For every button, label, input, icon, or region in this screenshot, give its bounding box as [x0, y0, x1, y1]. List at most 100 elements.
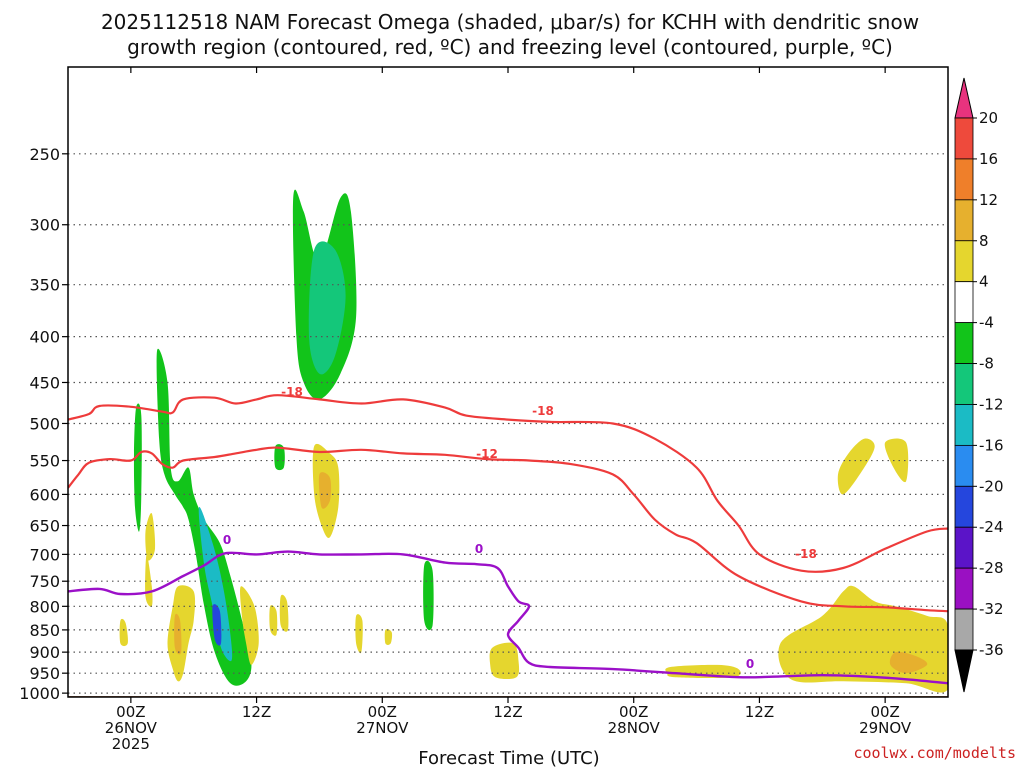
contour-layer: [68, 394, 948, 685]
colorbar-box-4: [954, 281, 974, 324]
colorbar-box-2: [954, 199, 974, 242]
omega-region-20: [489, 642, 520, 680]
colorbar-label-10: -24: [979, 518, 1004, 536]
colorbar-label-4: 4: [979, 273, 989, 291]
y-tick-label-800: 800: [29, 597, 60, 616]
x-tick-label-2-1: 27NOV: [356, 719, 409, 737]
colorbar-box-7: [954, 404, 974, 446]
colorbar-label-6: -8: [979, 355, 994, 373]
x-tick-label-6-0: 00Z: [870, 703, 899, 721]
colorbar-label-7: -12: [979, 395, 1004, 413]
y-tick-label-1000: 1000: [19, 684, 60, 703]
colorbar-label-11: -28: [979, 559, 1004, 577]
y-axis: 250 300 350 400 450 500 550 600 650 700 750 800 850 9…: [19, 145, 68, 703]
x-tick-label-6-1: 29NOV: [859, 719, 912, 737]
omega-region-23: [889, 651, 928, 674]
red-contour--12: [68, 446, 948, 613]
colorbar-label-8: -16: [979, 436, 1004, 454]
colorbar-box-9: [954, 485, 974, 528]
y-tick-label-650: 650: [29, 517, 60, 536]
chart-title-line2: growth region (contoured, red, ºC) and f…: [127, 35, 893, 59]
colorbar-box-6: [954, 363, 974, 405]
omega-region-24: [837, 438, 875, 495]
x-tick-label-5-0: 12Z: [745, 703, 774, 721]
contour-labels: -18 -18 -12 -18 0 0 0: [223, 385, 817, 671]
colorbar-box-3: [954, 240, 974, 283]
y-tick-label-400: 400: [29, 328, 60, 347]
omega-region-4: [198, 506, 233, 662]
omega-region-6: [423, 560, 434, 631]
y-tick-label-600: 600: [29, 485, 60, 504]
x-tick-label-0-2: 2025: [112, 735, 150, 753]
freezing-level-contour: [68, 550, 948, 685]
omega-region-5: [212, 604, 222, 646]
colorbar-top-triangle: [954, 77, 974, 119]
colorbar-box-12: [954, 608, 974, 651]
y-tick-label-300: 300: [29, 216, 60, 235]
colorbar-box-8: [954, 444, 974, 487]
x-tick-label-3-0: 12Z: [493, 703, 522, 721]
colorbar-label-13: -36: [979, 641, 1004, 659]
colorbar-bottom-triangle: [954, 649, 974, 693]
colorbar-box-5: [954, 322, 974, 364]
y-tick-label-850: 850: [29, 621, 60, 640]
colorbar-label-1: 16: [979, 150, 998, 168]
omega-region-15: [119, 618, 128, 647]
y-tick-label-900: 900: [29, 643, 60, 662]
colorbar-label-2: 12: [979, 191, 998, 209]
omega-region-7: [274, 444, 285, 471]
colorbar-label-0: 20: [979, 109, 998, 127]
omega-region-9: [318, 472, 332, 509]
omega-region-10: [167, 585, 196, 682]
credit-text: coolwx.com/modelts: [853, 744, 1016, 762]
colorbar-label-9: -20: [979, 477, 1004, 495]
colorbar-box-1: [954, 158, 974, 201]
contour-label-red-upper: -18: [281, 385, 303, 399]
omega-region-16: [279, 594, 289, 632]
colorbar-box-11: [954, 567, 974, 610]
y-tick-label-550: 550: [29, 452, 60, 471]
y-tick-label-700: 700: [29, 545, 60, 564]
omega-region-2: [156, 348, 252, 686]
colorbar-label-5: -4: [979, 314, 994, 332]
colorbar-label-3: 8: [979, 232, 989, 250]
contour-label-purple-left: 0: [223, 533, 231, 547]
omega-region-14: [145, 512, 156, 561]
omega-region-11: [174, 613, 182, 655]
contour-label-red-middle: -12: [476, 447, 498, 461]
contour-label-purple-mid: 0: [475, 542, 483, 556]
omega-region-18: [355, 614, 363, 654]
omega-region-17: [269, 605, 278, 636]
x-axis-label: Forecast Time (UTC): [418, 748, 599, 768]
contour-label-purple-right: 0: [746, 657, 754, 671]
omega-region-19: [384, 629, 393, 645]
x-tick-label-4-0: 00Z: [619, 703, 648, 721]
chart-title-line1: 2025112518 NAM Forecast Omega (shaded, μ…: [101, 10, 919, 34]
x-tick-label-4-1: 28NOV: [608, 719, 661, 737]
x-tick-label-0-0: 00Z: [116, 703, 145, 721]
red-contour--18: [68, 394, 948, 573]
contour-label-red-low-right: -18: [795, 547, 817, 561]
y-tick-label-750: 750: [29, 572, 60, 591]
colorbar-box-10: [954, 526, 974, 569]
omega-region-1: [308, 241, 346, 375]
colorbar-label-12: -32: [979, 600, 1004, 618]
x-tick-label-2-0: 00Z: [368, 703, 397, 721]
y-tick-label-950: 950: [29, 664, 60, 683]
y-tick-label-350: 350: [29, 276, 60, 295]
omega-region-3: [133, 403, 142, 532]
grid-layer: [68, 153, 948, 694]
colorbar: 20 16 12 8 4 -4 -8 -12 -16 -20 -24 -28 -32 -36: [954, 77, 1004, 693]
x-tick-label-0-1: 26NOV: [105, 719, 158, 737]
x-tick-label-1-0: 12Z: [242, 703, 271, 721]
colorbar-box-0: [954, 117, 974, 160]
omega-shading: [119, 189, 948, 693]
y-tick-label-500: 500: [29, 414, 60, 433]
y-tick-label-250: 250: [29, 145, 60, 164]
y-tick-label-450: 450: [29, 373, 60, 392]
contour-label-red-upper-right: -18: [532, 404, 554, 418]
omega-region-25: [884, 438, 909, 483]
omega-region-13: [145, 554, 153, 607]
